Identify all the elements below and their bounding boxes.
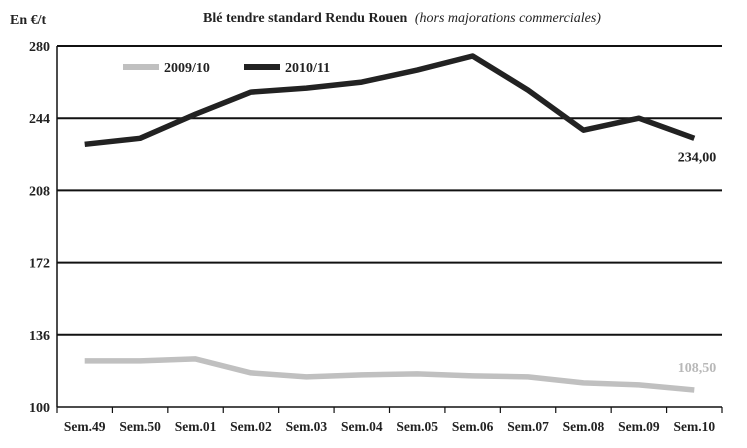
- chart-title-main: Blé tendre standard Rendu Rouen: [203, 11, 408, 26]
- x-tick-sem-02: Sem.02: [230, 419, 272, 434]
- series-lines: [84, 53, 696, 393]
- chart-title: Blé tendre standard Rendu Rouen (hors ma…: [203, 11, 601, 26]
- y-axis-label: En €/t: [10, 13, 47, 28]
- end-label-2010-11: 234,00: [678, 150, 717, 165]
- data-labels: 108,50 234,00: [678, 150, 717, 376]
- x-tick-sem-07: Sem.07: [507, 419, 549, 434]
- y-tick-280: 280: [29, 40, 50, 55]
- x-tick-sem-49: Sem.49: [64, 419, 106, 434]
- x-tick-sem-03: Sem.03: [286, 419, 328, 434]
- x-tick-sem-09: Sem.09: [618, 419, 660, 434]
- legend-label-2009-10: 2009/10: [164, 61, 210, 76]
- legend: 2009/10 2010/11: [123, 61, 330, 76]
- grid: [56, 45, 722, 408]
- x-tick-sem-05: Sem.05: [396, 419, 438, 434]
- legend-label-2010-11: 2010/11: [285, 61, 330, 76]
- x-tick-sem-04: Sem.04: [341, 419, 383, 434]
- y-axis-ticks: 100 136 172 208 244 280: [29, 40, 50, 416]
- y-tick-136: 136: [29, 329, 50, 344]
- x-axis-ticks: Sem.49 Sem.50 Sem.01 Sem.02 Sem.03 Sem.04 Sem.…: [56, 407, 723, 434]
- end-label-2009-10: 108,50: [678, 361, 717, 376]
- x-tick-sem-01: Sem.01: [175, 419, 217, 434]
- x-tick-sem-10: Sem.10: [673, 419, 715, 434]
- x-tick-sem-50: Sem.50: [119, 419, 161, 434]
- y-tick-100: 100: [29, 401, 50, 416]
- y-tick-172: 172: [29, 257, 50, 272]
- series-line-2009-10: [84, 356, 695, 393]
- chart-title-note: (hors majorations commerciales): [415, 11, 601, 26]
- series-line-2010-11: [84, 53, 696, 148]
- y-tick-208: 208: [29, 184, 50, 199]
- x-tick-sem-06: Sem.06: [452, 419, 494, 434]
- x-tick-sem-08: Sem.08: [563, 419, 605, 434]
- y-tick-244: 244: [29, 112, 50, 127]
